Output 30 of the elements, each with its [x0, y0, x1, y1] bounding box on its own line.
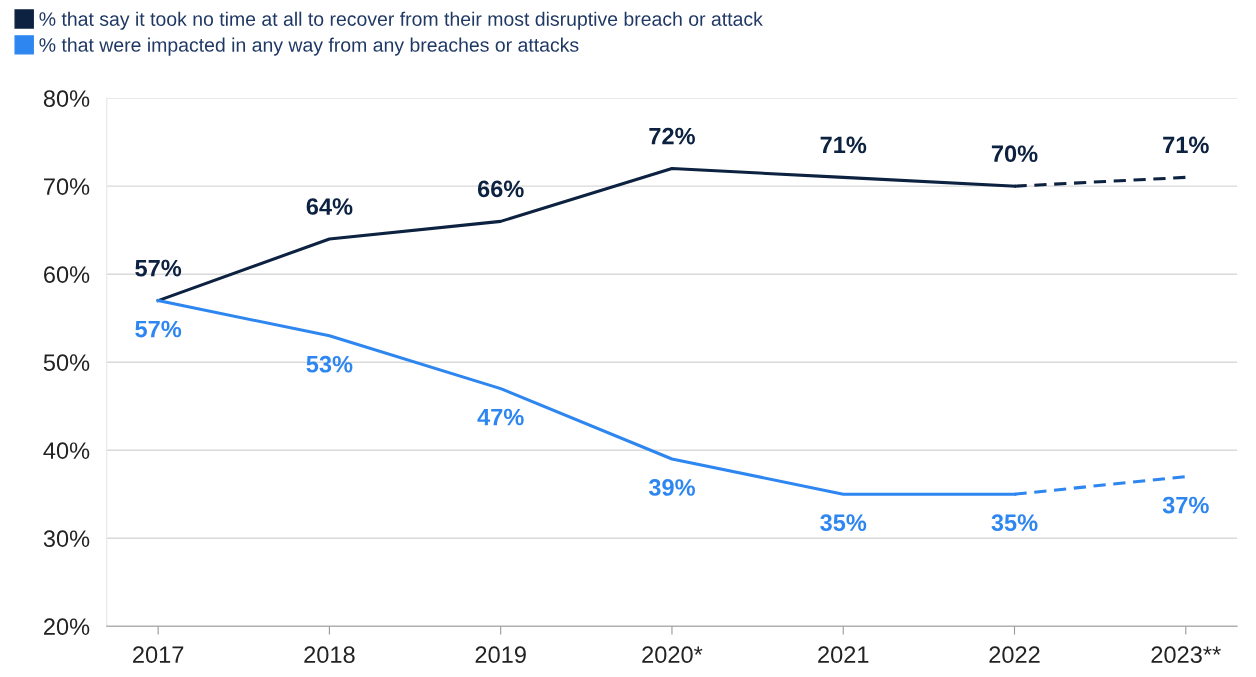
y-tick-label: 40% [43, 442, 90, 459]
data-label: 57% [135, 320, 182, 338]
data-label: 66% [477, 180, 524, 198]
data-label: 35% [991, 514, 1038, 532]
x-tick-label: 2020* [642, 646, 703, 664]
data-label: 35% [820, 514, 867, 532]
x-tick-label: 2023** [1151, 646, 1221, 664]
data-label: 37% [1162, 496, 1209, 514]
data-label: 39% [648, 479, 695, 496]
data-label: 47% [477, 408, 524, 426]
y-tick-label: 60% [44, 266, 90, 283]
y-tick-label: 70% [44, 178, 90, 195]
y-tick-label: 50% [43, 354, 90, 371]
data-label: 72% [649, 127, 695, 145]
data-label: 71% [820, 136, 867, 154]
data-label: 64% [306, 198, 353, 215]
y-tick-label: 80% [43, 90, 90, 107]
data-label: 57% [135, 259, 182, 277]
legend-label: % that say it took no time at all to recover from their most disruptive breach or attack [39, 11, 763, 30]
y-tick-label: 20% [44, 618, 90, 636]
x-tick-label: 2019 [475, 646, 526, 664]
y-tick-label: 30% [43, 530, 90, 547]
legend-label: % that were impacted in any way from any breaches or attacks [39, 37, 579, 56]
x-tick-label: 2022 [989, 646, 1040, 664]
data-label: 53% [306, 355, 353, 373]
data-label: 70% [991, 145, 1038, 163]
x-tick-label: 2018 [304, 646, 355, 664]
x-tick-label: 2017 [133, 646, 184, 664]
x-tick-label: 2021 [818, 646, 869, 664]
data-label: 71% [1163, 136, 1209, 154]
